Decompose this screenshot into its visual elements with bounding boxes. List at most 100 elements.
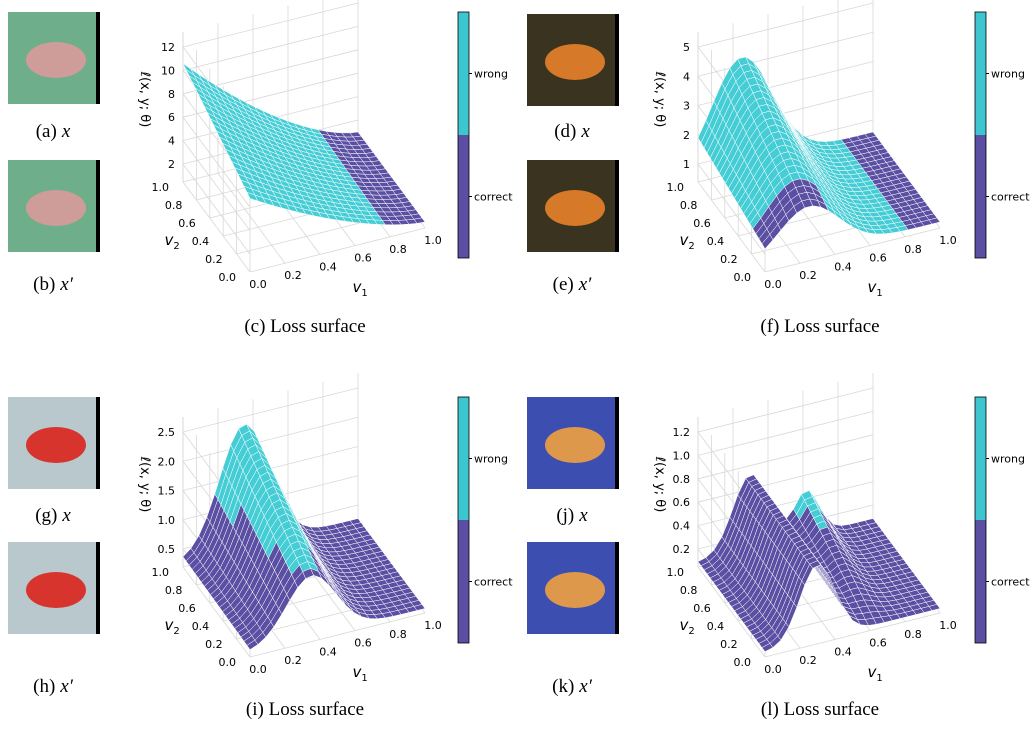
- caption-var: x′: [59, 676, 73, 697]
- caption-label: (h): [33, 676, 55, 697]
- wall-grid: [182, 416, 359, 462]
- y-tick-label: 0.4: [707, 235, 725, 248]
- loss-surface: [697, 56, 941, 250]
- caption-var: x: [61, 505, 71, 526]
- x-tick-label: 0.8: [904, 243, 922, 256]
- image-caption: (g) x: [35, 505, 71, 526]
- x-axis-label: v1: [868, 278, 883, 299]
- label-sub: 2: [173, 626, 179, 637]
- image-caption: (k) x′: [552, 676, 593, 697]
- z-tick-label: 4: [683, 70, 690, 83]
- x-tick-label: 0.6: [354, 637, 372, 650]
- x-tick-label: 0.2: [284, 654, 302, 667]
- wall-grid: [182, 26, 359, 71]
- z-tick-label: 6: [168, 111, 175, 124]
- x-tick-label: 1.0: [939, 234, 957, 247]
- label-sub: 1: [361, 288, 367, 299]
- wall-grid: [697, 31, 874, 77]
- y-tick-label: 0.8: [680, 584, 698, 597]
- floor-grid: [217, 172, 286, 264]
- caption-var: x′: [578, 274, 592, 295]
- caption-var: x: [578, 505, 588, 526]
- x-tick-label: 0.6: [869, 252, 887, 265]
- caption-label: (b): [33, 274, 55, 295]
- x-tick-label: 0.6: [354, 252, 372, 265]
- image: [527, 542, 619, 634]
- x-tick-label: 0.4: [319, 260, 337, 273]
- y-tick-label: 0.4: [192, 235, 210, 248]
- plot-caption: (l) Loss surface: [761, 699, 879, 720]
- colorbar-bottom: [975, 520, 986, 643]
- image: [8, 160, 100, 252]
- colorbar-bottom: [458, 520, 469, 643]
- y-axis-label: v2: [165, 231, 180, 252]
- y-tick-label: 0.2: [205, 253, 223, 266]
- x-tick-label: 0.2: [799, 269, 817, 282]
- x-tick-label: 0.4: [834, 645, 852, 658]
- z-tick-label: 0.5: [158, 543, 176, 556]
- y-tick-label: 0.4: [192, 620, 210, 633]
- caption-var: x: [580, 121, 590, 142]
- z-tick-label: 0.6: [673, 496, 691, 509]
- colorbar-top: [458, 397, 469, 520]
- colorbar-label: wrong: [991, 453, 1025, 466]
- z-axis-label: ℓ(x, y; θ): [652, 456, 667, 513]
- image-object: [545, 427, 605, 463]
- image-border: [96, 397, 100, 489]
- image: [527, 160, 619, 252]
- y-tick-label: 0.0: [734, 656, 752, 669]
- y-tick-label: 0.8: [680, 199, 698, 212]
- y-axis-label: v2: [680, 616, 695, 637]
- floor-grid: [697, 566, 766, 658]
- colorbar-label: correct: [474, 191, 513, 204]
- y-tick-label: 0.6: [178, 602, 196, 615]
- label-sub: 1: [361, 673, 367, 684]
- surface-patch: [413, 217, 426, 224]
- y-tick-label: 0.4: [707, 620, 725, 633]
- caption-label: (a): [36, 121, 57, 142]
- z-tick-label: 5: [683, 41, 690, 54]
- colorbar-border: [974, 396, 987, 644]
- y-tick-label: 0.2: [205, 638, 223, 651]
- loss-surface: [697, 474, 941, 652]
- x-tick-label: 0.0: [249, 663, 267, 676]
- x-axis-label: v1: [868, 663, 883, 684]
- image-object: [26, 427, 86, 463]
- wall-grid: [182, 387, 359, 433]
- caption-label: (k): [552, 676, 574, 697]
- colorbar-label: wrong: [474, 68, 508, 81]
- x-tick-label: 0.6: [869, 637, 887, 650]
- x-tick-label: 0.4: [319, 645, 337, 658]
- z-axis-label: ℓ(x, y; θ): [652, 71, 667, 128]
- z-tick-label: 3: [683, 100, 690, 113]
- image-object: [545, 572, 605, 608]
- wall-grid: [697, 411, 874, 456]
- floor-grid: [764, 612, 941, 658]
- caption-label: (j): [556, 505, 574, 526]
- x-tick-label: 0.0: [249, 278, 267, 291]
- z-tick-label: 0.8: [673, 473, 691, 486]
- colorbar-top: [458, 12, 469, 135]
- image: [8, 542, 100, 634]
- wall-grid: [697, 163, 766, 255]
- plot-caption: (i) Loss surface: [246, 699, 364, 720]
- colorbar-top: [975, 12, 986, 135]
- y-tick-label: 0.0: [734, 271, 752, 284]
- image: [527, 397, 619, 489]
- z-tick-label: 12: [161, 41, 175, 54]
- x-tick-label: 0.2: [284, 269, 302, 282]
- y-tick-label: 1.0: [667, 566, 685, 579]
- image-object: [26, 572, 86, 608]
- x-tick-label: 0.2: [799, 654, 817, 667]
- colorbar-label: correct: [474, 576, 513, 589]
- wall-grid: [697, 387, 874, 433]
- label-base: v: [165, 231, 175, 249]
- image-border: [615, 397, 619, 489]
- colorbar-border: [974, 11, 987, 259]
- x-tick-label: 1.0: [424, 619, 442, 632]
- colorbar-bottom: [458, 135, 469, 258]
- wall-grid: [182, 2, 359, 48]
- z-tick-label: 0.4: [673, 520, 691, 533]
- wall-grid: [697, 434, 874, 480]
